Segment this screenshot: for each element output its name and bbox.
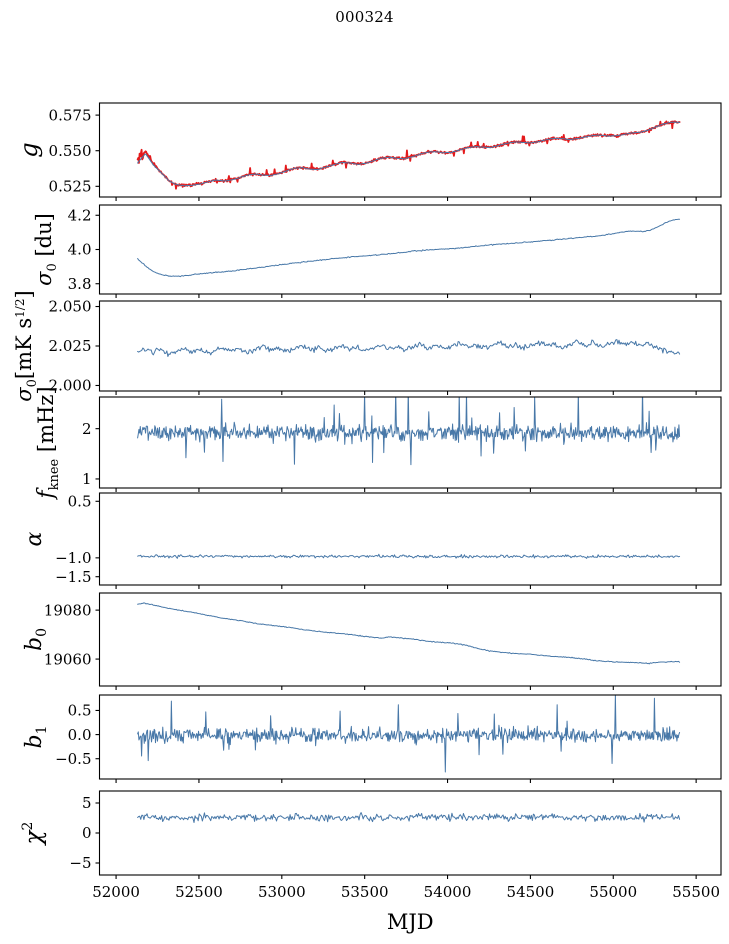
series-sigma0-mK — [137, 339, 681, 357]
y-axis-label-panel-1: g — [15, 142, 43, 157]
x-tick-label: 55500 — [672, 883, 720, 901]
panel-2-data — [137, 218, 681, 278]
y-tick-label: 4.0 — [68, 241, 92, 259]
panel-8-data — [137, 812, 681, 824]
y-tick-label: 2.025 — [49, 337, 92, 355]
panel-3-frame — [98, 300, 722, 392]
y-axis-label-text: σ0[mK s1/2] — [12, 290, 40, 401]
y-axis-label-panel-6: b0 — [22, 628, 50, 651]
y-axis-label-panel-5: α — [22, 531, 47, 546]
y-tick-label: 0.5 — [68, 492, 92, 510]
y-tick-label: 3.8 — [68, 275, 92, 293]
y-axis-label-text: b0 — [22, 628, 50, 651]
y-tick-label: 2 — [82, 420, 92, 438]
panel-4: 12 — [82, 396, 722, 492]
panel-4-data — [137, 397, 681, 466]
panel-6-data — [137, 602, 681, 665]
y-tick-label: 1 — [82, 470, 92, 488]
x-tick-label: 53000 — [258, 883, 306, 901]
y-axis-label-text: b1 — [22, 725, 50, 748]
x-axis-title: MJD — [387, 910, 434, 934]
y-tick-label: 19060 — [44, 650, 92, 668]
y-tick-label: −0.5 — [55, 750, 91, 768]
panel-7-data — [137, 695, 681, 773]
series-sigma0-du — [137, 218, 681, 278]
y-tick-label: 19080 — [44, 601, 92, 619]
figure-title: 000324 — [335, 8, 394, 26]
panel-5: −1.5−1.0 0.5 — [55, 492, 722, 589]
panel-3-data — [137, 339, 681, 357]
x-tick-label: 53500 — [341, 883, 389, 901]
x-tick-label: 54000 — [424, 883, 472, 901]
x-tick-label: 52000 — [92, 883, 140, 901]
y-axis-label-panel-4: fknee [mHz] — [34, 386, 62, 500]
series-alpha — [137, 553, 681, 559]
y-tick-label: 0.5 — [68, 702, 92, 720]
panel-8-frame — [98, 790, 722, 876]
y-tick-label: 4.2 — [68, 206, 92, 224]
y-tick-label: 2.050 — [49, 298, 92, 316]
panel-4-frame — [98, 396, 722, 489]
panel-5-data — [137, 553, 681, 559]
panel-1-frame — [98, 102, 722, 198]
panel-7-frame — [98, 694, 722, 780]
y-axis-label-text: σ0 [du] — [32, 213, 60, 286]
y-tick-label: 0.550 — [49, 142, 92, 160]
panel-2: 3.8 4.0 4.2 — [68, 204, 722, 298]
series-b0 — [137, 602, 681, 665]
panel-3: 2.000 2.025 2.050 — [49, 298, 722, 395]
y-axis-label-panel-2: σ0 [du] — [32, 213, 60, 286]
series-g-raw — [136, 120, 681, 190]
panel-2-frame — [98, 204, 722, 295]
y-axis-label-text: α — [22, 531, 47, 546]
y-tick-label: 0.575 — [49, 106, 92, 124]
y-axis-label-panel-8: χ2 — [20, 822, 47, 847]
y-tick-label: 0 — [82, 824, 92, 842]
panel-6: 19060 19080 — [44, 592, 722, 690]
y-tick-label: 0.0 — [68, 726, 92, 744]
panel-7: −0.5 0.0 0.5 — [55, 694, 722, 783]
series-fknee — [137, 397, 681, 466]
panel-1-data — [136, 120, 681, 190]
y-tick-label: −1.5 — [55, 568, 91, 586]
y-axis-label-text: g — [15, 142, 43, 157]
y-tick-label: 2.000 — [49, 377, 92, 395]
series-chi2 — [137, 812, 681, 824]
series-g-fit — [137, 121, 681, 187]
panel-5-frame — [98, 492, 722, 586]
y-axis-label-text: χ2 — [20, 822, 47, 847]
y-axis-label-text: fknee [mHz] — [34, 386, 62, 500]
y-tick-label: 5 — [82, 794, 92, 812]
y-tick-label: 0.525 — [49, 178, 92, 196]
y-tick-label: −1.0 — [55, 549, 91, 567]
x-tick-label: 52500 — [175, 883, 223, 901]
panel-1: 0.525 0.550 0.575 — [49, 102, 722, 201]
panel-6-frame — [98, 592, 722, 687]
x-tick-label: 54500 — [507, 883, 555, 901]
series-b1 — [137, 695, 681, 773]
x-tick-label: 55000 — [589, 883, 637, 901]
panel-8: −5 0 5 — [69, 790, 722, 879]
y-tick-label: −5 — [69, 854, 91, 872]
y-axis-label-panel-7: b1 — [22, 725, 50, 748]
y-axis-label-panel-3: σ0[mK s1/2] — [12, 290, 40, 401]
